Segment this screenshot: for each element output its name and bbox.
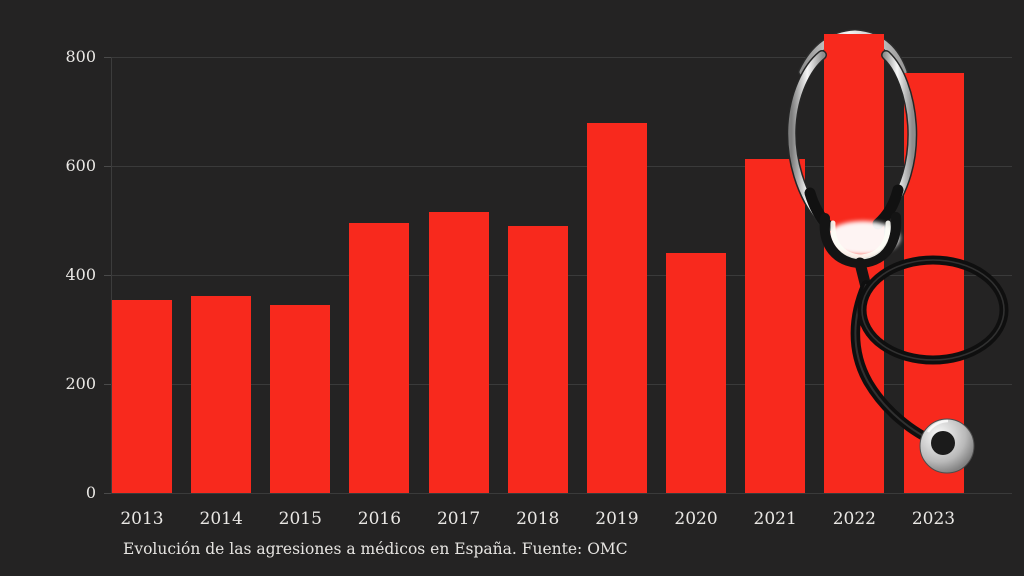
x-tick-label: 2018 <box>516 509 560 529</box>
x-tick-label: 2013 <box>120 509 164 529</box>
bar-2015 <box>270 304 331 493</box>
y-tick <box>104 384 111 385</box>
y-tick-label: 400 <box>65 265 96 284</box>
x-tick-label: 2023 <box>911 509 956 529</box>
gridline <box>111 57 1012 58</box>
bar-2021 <box>745 159 806 493</box>
y-tick-label: 800 <box>65 47 96 66</box>
chart-caption: Evolución de las agresiones a médicos en… <box>123 540 628 558</box>
x-tick-label: 2015 <box>278 509 322 529</box>
x-tick-label: 2020 <box>674 509 718 529</box>
bar-2019 <box>586 123 647 493</box>
y-tick <box>104 57 111 58</box>
y-tick-label: 600 <box>65 156 96 175</box>
y-tick-label: 200 <box>65 374 96 393</box>
y-tick <box>104 493 111 494</box>
y-tick-label: 0 <box>85 483 96 502</box>
gridline <box>111 166 1012 167</box>
y-tick <box>104 166 111 167</box>
x-tick-label: 2019 <box>595 509 639 529</box>
x-tick-label: 2017 <box>436 509 481 529</box>
bar-2016 <box>349 223 410 493</box>
x-tick-label: 2022 <box>832 509 876 529</box>
bar-2018 <box>507 225 568 493</box>
bar-2014 <box>191 295 252 493</box>
stethoscope-icon <box>786 50 1009 474</box>
bar-2017 <box>428 212 489 493</box>
y-tick <box>104 275 111 276</box>
x-tick-label: 2021 <box>753 509 797 529</box>
x-tick-label: 2016 <box>357 509 402 529</box>
bar-2020 <box>666 252 727 493</box>
gridline <box>111 493 1012 494</box>
x-tick-label: 2014 <box>199 509 243 529</box>
bar-2013 <box>112 299 172 493</box>
